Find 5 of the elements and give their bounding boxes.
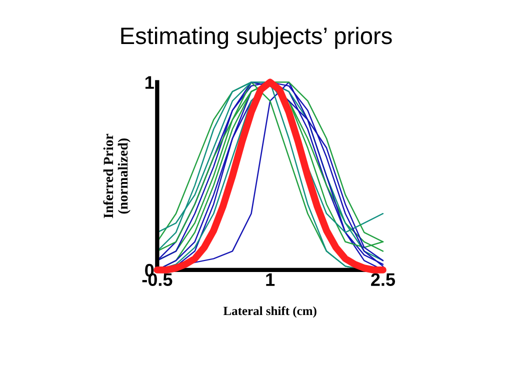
x-tick-label: 2.5	[371, 273, 396, 286]
x-axis-title: Lateral shift (cm)	[223, 306, 316, 318]
chart-title: Estimating subjects’ priors	[121, 26, 392, 49]
y-axis-title: Inferred Prior (normalized)	[103, 134, 130, 218]
x-tick-label: 1	[266, 273, 275, 286]
